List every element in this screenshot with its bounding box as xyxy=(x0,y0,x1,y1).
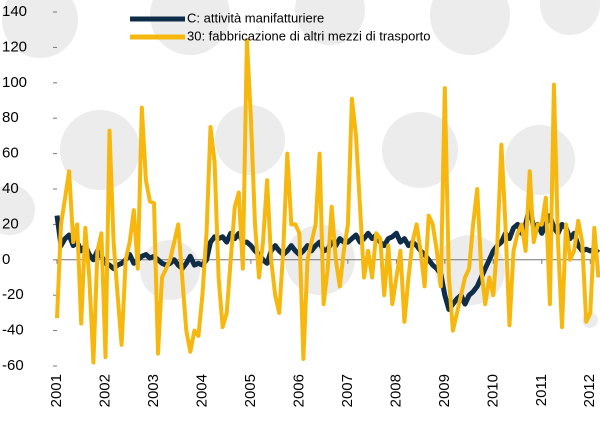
y-tick-label: 100 xyxy=(2,74,27,91)
y-tick-label: 60 xyxy=(2,145,19,162)
y-tick-label: -20 xyxy=(2,286,24,303)
x-tick-label: 2007 xyxy=(339,374,356,407)
x-tick-label: 2002 xyxy=(96,374,113,407)
x-tick-label: 2008 xyxy=(387,374,404,407)
x-tick-label: 2003 xyxy=(145,374,162,407)
x-tick-label: 2010 xyxy=(484,374,501,407)
y-tick-label: -40 xyxy=(2,322,24,339)
y-tick-label: 120 xyxy=(2,38,27,55)
y-tick-label: -60 xyxy=(2,357,24,374)
chart: -60 -40 -20 0 20 40 60 80 100 120 140 2001 2002 2003 2… xyxy=(0,0,600,421)
x-tick-label: 2004 xyxy=(193,374,210,407)
legend-label: 30: fabbricazione di altri mezzi di tras… xyxy=(187,28,431,43)
x-tick-label: 2009 xyxy=(436,374,453,407)
x-tick-label: 2001 xyxy=(48,374,65,407)
y-tick-label: 140 xyxy=(2,3,27,20)
legend-label: C: attività manifatturiere xyxy=(187,10,324,25)
x-tick-label: 2012 xyxy=(581,374,598,407)
y-tick-label: 0 xyxy=(2,251,10,268)
x-tick-label: 2005 xyxy=(242,374,259,407)
series-line xyxy=(57,40,598,362)
y-tick-label: 40 xyxy=(2,180,19,197)
x-tick-label: 2006 xyxy=(290,374,307,407)
x-tick-label: 2011 xyxy=(533,374,550,406)
y-tick-label: 80 xyxy=(2,109,19,126)
y-tick-label: 20 xyxy=(2,215,19,232)
